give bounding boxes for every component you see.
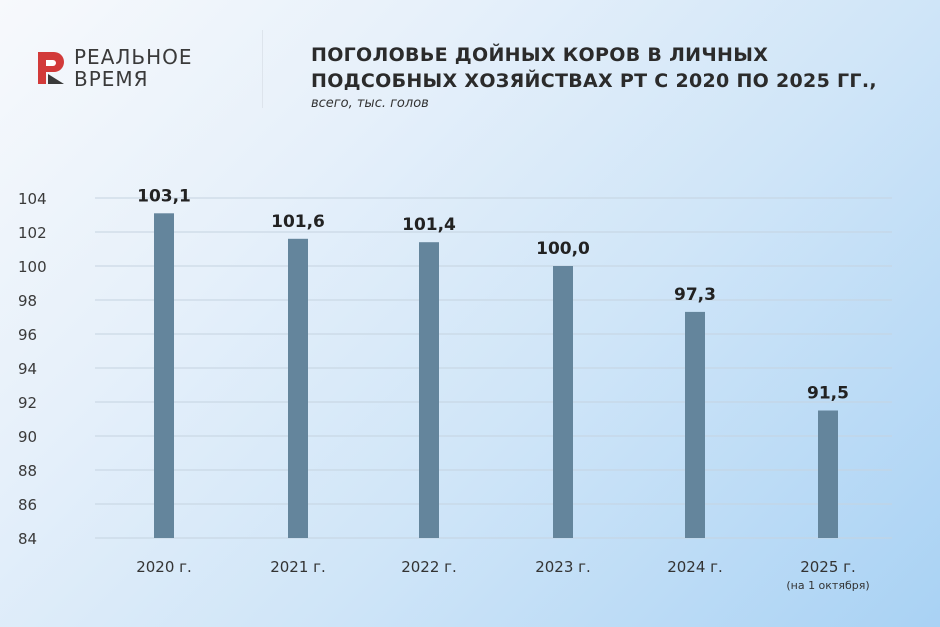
brand-line-2: ВРЕМЯ: [74, 67, 149, 91]
data-labels: 103,1 101,6 101,4 100,0 97,3 91,5: [137, 186, 849, 403]
grid-lines: [95, 197, 892, 539]
bar: [288, 238, 308, 539]
bar-value-label: 97,3: [674, 285, 716, 305]
y-tick-label: 90: [18, 428, 37, 446]
bar-value-label: 100,0: [536, 239, 590, 259]
y-tick-label: 88: [18, 462, 37, 480]
y-tick-label: 86: [18, 496, 37, 514]
logo-icon: [38, 52, 64, 84]
x-tick-note: (на 1 октября): [786, 579, 869, 592]
brand-name: РЕАЛЬНОЕ ВРЕМЯ: [74, 46, 193, 90]
y-tick-label: 94: [18, 360, 37, 378]
bar: [685, 311, 705, 538]
x-tick-label: 2024 г.: [667, 558, 723, 576]
bar-value-label: 91,5: [807, 384, 849, 404]
header-divider: [262, 30, 263, 108]
x-tick-label: 2022 г.: [401, 558, 457, 576]
x-tick-label: 2021 г.: [270, 558, 326, 576]
y-tick-label: 100: [18, 258, 47, 276]
bar: [818, 410, 838, 538]
x-tick-label: 2025 г.: [800, 558, 856, 576]
bar-value-label: 101,6: [271, 212, 325, 232]
bar: [419, 242, 439, 538]
chart-title-line-1: ПОГОЛОВЬЕ ДОЙНЫХ КОРОВ В ЛИЧНЫХ: [311, 44, 769, 66]
bar-value-label: 103,1: [137, 186, 191, 206]
bar: [553, 266, 573, 538]
y-axis: 84 86 88 90 92 94 96 98 100 102 104: [18, 190, 47, 548]
brand-line-1: РЕАЛЬНОЕ: [74, 45, 193, 69]
y-tick-label: 92: [18, 394, 37, 412]
x-tick-label: 2023 г.: [535, 558, 591, 576]
y-tick-label: 98: [18, 292, 37, 310]
bars: [154, 213, 838, 539]
y-tick-label: 96: [18, 326, 37, 344]
bar: [154, 213, 174, 539]
chart-subtitle: всего, тыс. голов: [311, 96, 429, 111]
chart-title-line-2: ПОДСОБНЫХ ХОЗЯЙСТВАХ РТ С 2020 ПО 2025 Г…: [311, 70, 877, 92]
brand-logo: РЕАЛЬНОЕ ВРЕМЯ: [36, 46, 193, 90]
y-tick-label: 104: [18, 190, 47, 208]
x-tick-label: 2020 г.: [136, 558, 192, 576]
bar-value-label: 101,4: [402, 215, 456, 235]
y-tick-label: 102: [18, 224, 47, 242]
x-axis: 2020 г. 2021 г. 2022 г. 2023 г. 2024 г. 2025 …: [136, 558, 869, 592]
y-tick-label: 84: [18, 530, 37, 548]
chart-title: ПОГОЛОВЬЕ ДОЙНЫХ КОРОВ В ЛИЧНЫХ ПОДСОБНЫ…: [311, 42, 921, 94]
